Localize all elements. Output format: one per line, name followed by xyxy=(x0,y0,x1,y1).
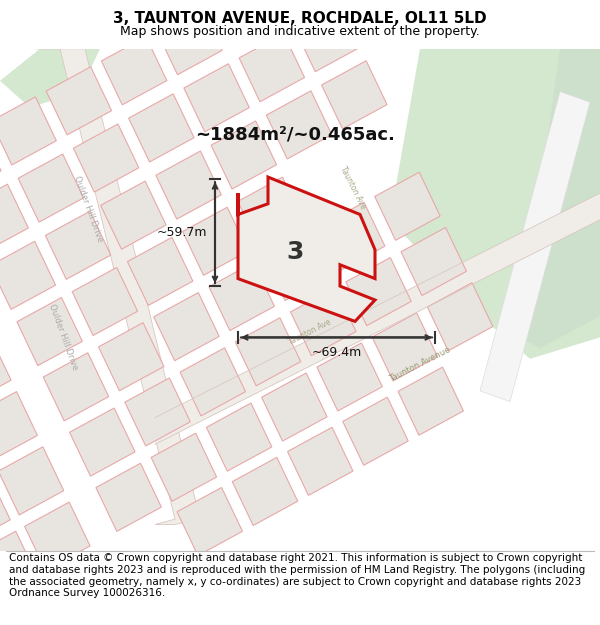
Polygon shape xyxy=(264,232,329,301)
Polygon shape xyxy=(322,61,387,129)
Polygon shape xyxy=(151,433,217,501)
Text: ~69.4m: ~69.4m xyxy=(311,346,362,359)
Polygon shape xyxy=(262,373,327,441)
Text: Contains OS data © Crown copyright and database right 2021. This information is : Contains OS data © Crown copyright and d… xyxy=(9,554,585,598)
Polygon shape xyxy=(184,64,250,132)
Polygon shape xyxy=(346,258,411,326)
Polygon shape xyxy=(480,91,590,402)
Polygon shape xyxy=(211,121,277,189)
Polygon shape xyxy=(239,34,305,102)
Polygon shape xyxy=(0,531,37,599)
Polygon shape xyxy=(73,124,139,192)
Text: Map shows position and indicative extent of the property.: Map shows position and indicative extent… xyxy=(120,25,480,38)
Polygon shape xyxy=(209,262,274,331)
Polygon shape xyxy=(18,154,83,222)
Polygon shape xyxy=(96,463,161,531)
Polygon shape xyxy=(235,318,301,386)
Polygon shape xyxy=(0,476,10,544)
Polygon shape xyxy=(212,0,277,44)
Polygon shape xyxy=(343,398,408,465)
Polygon shape xyxy=(127,238,193,306)
Polygon shape xyxy=(295,4,360,72)
Polygon shape xyxy=(0,447,64,515)
Polygon shape xyxy=(238,177,304,245)
Polygon shape xyxy=(156,151,221,219)
Polygon shape xyxy=(287,428,353,496)
Polygon shape xyxy=(101,37,167,105)
Polygon shape xyxy=(0,127,1,195)
Polygon shape xyxy=(50,556,116,624)
Polygon shape xyxy=(46,67,112,135)
Polygon shape xyxy=(372,312,437,381)
Text: Oulder Hill Drive: Oulder Hill Drive xyxy=(47,303,79,372)
Polygon shape xyxy=(0,97,56,165)
Polygon shape xyxy=(401,228,466,296)
Polygon shape xyxy=(0,586,62,625)
Polygon shape xyxy=(520,49,600,348)
Polygon shape xyxy=(317,343,382,411)
Text: Oulder Hill Drive: Oulder Hill Drive xyxy=(72,175,104,244)
Text: 3, TAUNTON AVENUE, ROCHDALE, OL11 5LD: 3, TAUNTON AVENUE, ROCHDALE, OL11 5LD xyxy=(113,11,487,26)
Polygon shape xyxy=(70,408,135,476)
Polygon shape xyxy=(0,49,100,108)
Polygon shape xyxy=(17,298,82,366)
Polygon shape xyxy=(206,403,272,471)
Polygon shape xyxy=(0,336,11,404)
Polygon shape xyxy=(125,378,190,446)
Polygon shape xyxy=(238,177,375,321)
Polygon shape xyxy=(232,458,298,526)
Polygon shape xyxy=(35,49,200,524)
Polygon shape xyxy=(0,392,37,460)
Text: ~59.7m: ~59.7m xyxy=(157,226,207,239)
Polygon shape xyxy=(0,184,28,253)
Text: 3: 3 xyxy=(286,240,304,264)
Polygon shape xyxy=(398,367,463,435)
Polygon shape xyxy=(180,348,245,416)
Polygon shape xyxy=(266,91,332,159)
Polygon shape xyxy=(177,488,242,556)
Polygon shape xyxy=(157,7,222,75)
Polygon shape xyxy=(25,502,90,570)
Polygon shape xyxy=(182,208,248,276)
Polygon shape xyxy=(128,94,194,162)
Polygon shape xyxy=(43,352,109,421)
Polygon shape xyxy=(155,193,600,444)
Text: Taunton Ave: Taunton Ave xyxy=(287,318,333,347)
Polygon shape xyxy=(0,241,56,309)
Polygon shape xyxy=(427,282,493,351)
Polygon shape xyxy=(154,292,219,361)
Polygon shape xyxy=(101,181,166,249)
Text: Taunton Avenue: Taunton Avenue xyxy=(388,345,452,384)
Polygon shape xyxy=(72,268,137,336)
Polygon shape xyxy=(390,49,600,359)
Polygon shape xyxy=(98,322,164,391)
Text: Taunton Ave: Taunton Ave xyxy=(338,165,368,211)
Polygon shape xyxy=(290,288,356,356)
Polygon shape xyxy=(319,202,385,271)
Text: ~1884m²/~0.465ac.: ~1884m²/~0.465ac. xyxy=(195,125,395,143)
Polygon shape xyxy=(375,173,440,240)
Polygon shape xyxy=(46,211,111,279)
